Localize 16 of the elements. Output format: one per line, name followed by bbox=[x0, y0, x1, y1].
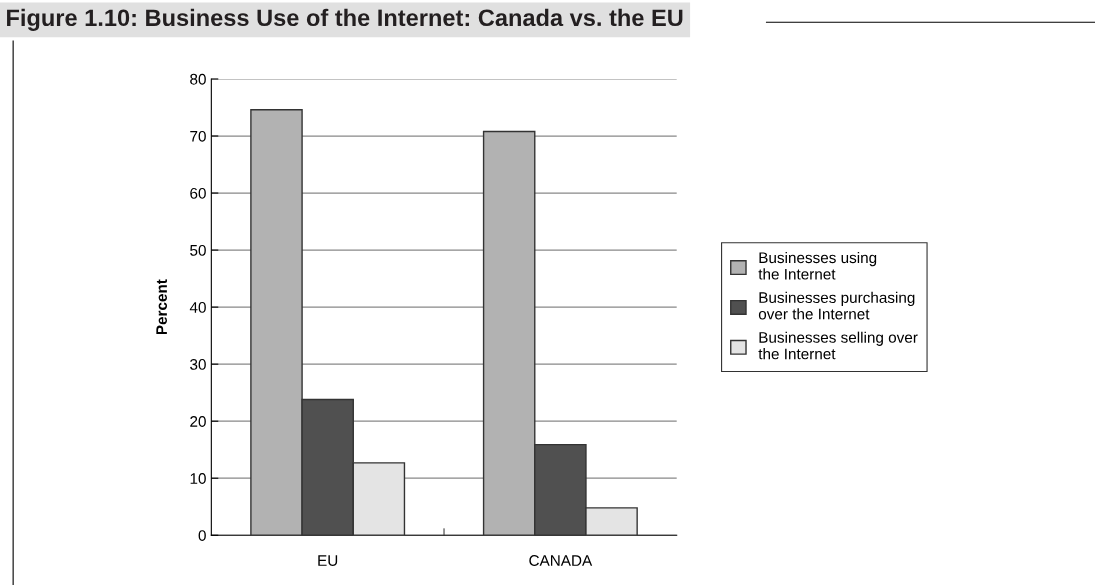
y-tick-label: 60 bbox=[190, 187, 206, 199]
y-tick-label: 30 bbox=[190, 359, 206, 370]
y-tick-label: 20 bbox=[190, 416, 206, 427]
y-tick-label: 0 bbox=[198, 530, 206, 541]
y-tick-label: 50 bbox=[190, 244, 206, 256]
legend-label: Businesses purchasing over the Internet bbox=[758, 291, 915, 320]
legend-label: Businesses selling over the Internet bbox=[758, 331, 918, 360]
legend-label: Businesses using the Internet bbox=[758, 251, 877, 280]
y-tick-label: 80 bbox=[190, 73, 206, 85]
x-tick-label: CANADA bbox=[529, 555, 593, 566]
y-tick-label: 70 bbox=[190, 130, 206, 142]
y-tick-label: 40 bbox=[189, 301, 206, 313]
y-axis-title: Percent bbox=[156, 279, 168, 335]
x-tick-label: EU bbox=[318, 555, 338, 566]
chart-title: Figure 1.10: Business Use of the Internet: Canada vs. the EU bbox=[7, 8, 683, 31]
y-tick-label: 10 bbox=[190, 473, 206, 484]
